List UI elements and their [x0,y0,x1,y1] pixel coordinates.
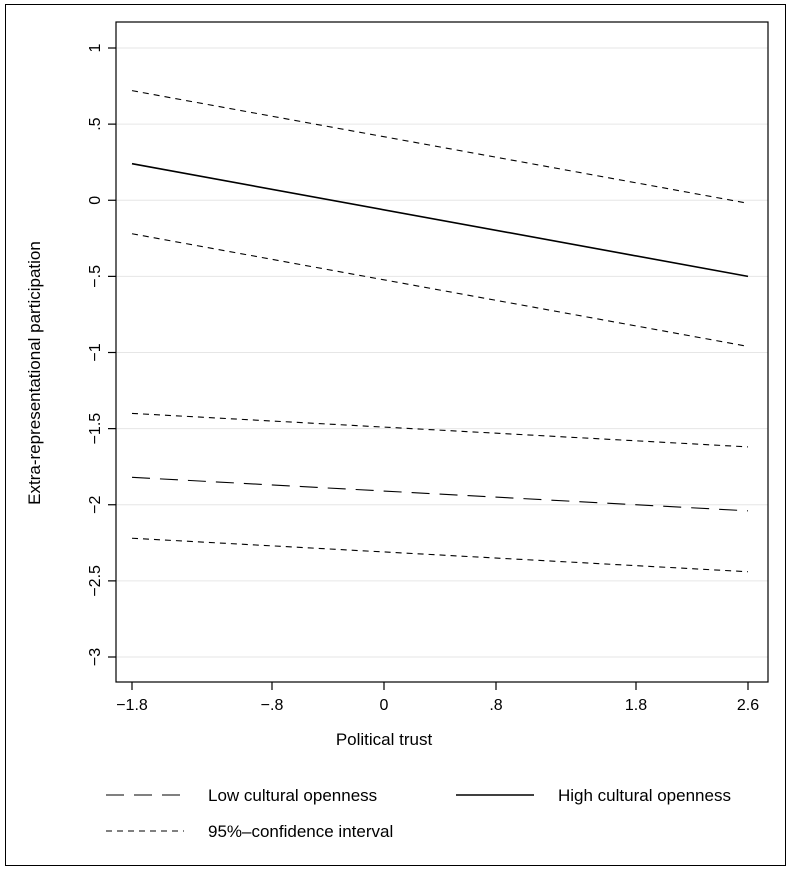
y-tick-label: −.5 [87,265,104,288]
chart: 1 .5 0 −.5 −1 −1.5 −2 −2.5 −3 −1.8 −.8 0 .8 1.8 2.6 P… [25,21,769,841]
x-tick-label: −1.8 [116,697,148,714]
y-tick-label: −3 [87,648,104,666]
y-tick-label: 0 [87,196,104,205]
y-axis: 1 .5 0 −.5 −1 −1.5 −2 −2.5 −3 [87,43,116,666]
y-tick-label: .5 [87,117,104,130]
legend-label: 95%–confidence interval [208,822,393,841]
grid-lines [116,47,768,658]
legend-label: Low cultural openness [208,786,377,805]
x-tick-label: 0 [380,697,389,714]
series-line-0 [131,162,749,278]
x-tick-label: .8 [489,697,502,714]
x-tick-label: −.8 [261,697,284,714]
y-tick-label: −1.5 [87,413,104,445]
legend: Low cultural openness High cultural openn… [106,786,731,841]
x-tick-label: 1.8 [625,697,647,714]
y-tick-label: −2 [87,496,104,514]
x-axis-label: Political trust [336,730,433,749]
y-axis-label: Extra-representational participation [25,241,44,505]
y-tick-label: −1 [87,343,104,361]
series-line-5 [131,537,749,573]
series-line-1 [131,90,749,204]
y-tick-label: −2.5 [87,565,104,597]
series-line-2 [131,233,749,347]
series-line-3 [131,476,749,512]
series-line-4 [131,412,749,448]
series-group [131,90,749,573]
y-tick-label: 1 [87,43,104,52]
legend-label: High cultural openness [558,786,731,805]
x-axis: −1.8 −.8 0 .8 1.8 2.6 [116,682,759,714]
x-tick-label: 2.6 [737,697,759,714]
chart-frame: 1 .5 0 −.5 −1 −1.5 −2 −2.5 −3 −1.8 −.8 0 .8 1.8 2.6 P… [5,4,786,866]
